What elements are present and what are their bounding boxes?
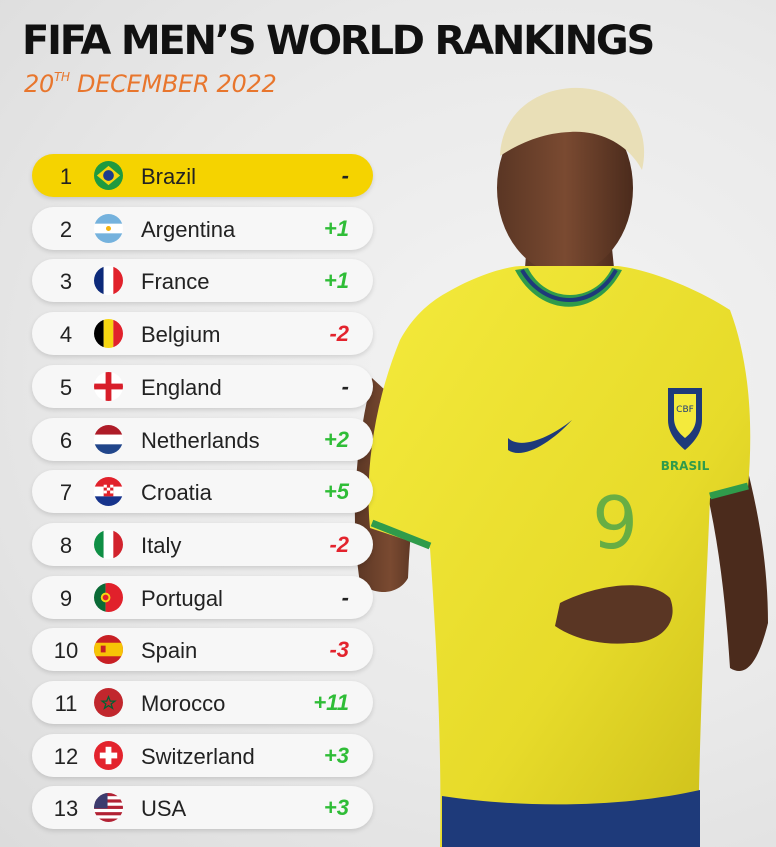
- rank-change: -2: [329, 321, 349, 347]
- ranking-row: 5 England -: [32, 364, 373, 408]
- ranking-row: 7 Croatia +5: [32, 470, 373, 514]
- netherlands-flag-icon: [94, 424, 123, 454]
- date-month-year: DECEMBER 2022: [69, 70, 277, 98]
- rank-number: 7: [59, 480, 73, 506]
- brand-swoosh-icon: [508, 420, 572, 454]
- date-ordinal-suffix: TH: [53, 70, 70, 84]
- argentina-flag-icon: [94, 213, 123, 243]
- country-name: Italy: [141, 532, 182, 558]
- italy-flag-icon: [94, 529, 123, 559]
- ranking-row: 1 Brazil -: [32, 154, 373, 197]
- rank-change: +3: [323, 742, 349, 768]
- country-name: Morocco: [141, 691, 226, 716]
- rank-change: -: [341, 373, 349, 399]
- ranking-row: 10 Spain -3: [32, 628, 373, 672]
- badge-text: CBF: [676, 405, 694, 415]
- ranking-row: 2 Argentina +1: [32, 206, 373, 250]
- rank-change: +1: [323, 268, 349, 294]
- france-flag-icon: [94, 266, 123, 296]
- rank-change: +1: [323, 215, 349, 241]
- rank-number: 4: [59, 322, 73, 348]
- rank-number: 10: [53, 638, 79, 664]
- rankings-list: 1 Brazil -2 Argentina +1 3 France +1 4 Belgium -2 5…: [32, 154, 373, 830]
- portugal-flag-icon: [94, 582, 123, 612]
- player-shorts: [442, 790, 700, 847]
- ranking-row: 12 Switzerland +3: [32, 733, 373, 777]
- spain-flag-icon: [94, 635, 123, 665]
- brand-text: BRASIL: [661, 459, 710, 473]
- ranking-row: 8 Italy -2: [32, 522, 373, 566]
- rank-number: 1: [59, 164, 73, 189]
- ranking-row: 11 Morocco +11: [32, 681, 373, 724]
- rank-change: -2: [329, 531, 349, 557]
- shirt-number: 9: [592, 481, 638, 565]
- switzerland-flag-icon: [94, 740, 123, 770]
- rank-number: 13: [53, 796, 79, 822]
- player-illustration: CBF BRASIL 9: [354, 87, 768, 847]
- country-name: Portugal: [141, 585, 223, 611]
- morocco-flag-icon: [94, 688, 123, 717]
- country-name: England: [141, 374, 222, 400]
- ranking-row: 13 USA +3: [32, 786, 373, 830]
- rank-change: +3: [323, 795, 349, 821]
- rank-number: 2: [59, 216, 73, 242]
- country-name: USA: [141, 796, 187, 822]
- rank-number: 5: [59, 374, 73, 400]
- cbf-crest-icon: CBF BRASIL: [661, 388, 710, 473]
- ranking-row: 9 Portugal -: [32, 575, 373, 619]
- player-hair: [500, 87, 645, 170]
- rank-change: +5: [323, 479, 349, 505]
- player-collar: [515, 268, 622, 307]
- rank-change: -: [341, 584, 349, 610]
- player-shirt: [368, 266, 751, 847]
- croatia-flag-icon: [94, 477, 123, 507]
- player-head: [497, 102, 633, 274]
- country-name: Netherlands: [141, 427, 260, 453]
- belgium-flag-icon: [94, 319, 123, 349]
- date-day: 20: [24, 70, 54, 98]
- rank-number: 8: [59, 532, 73, 558]
- rank-number: 11: [54, 691, 78, 716]
- ranking-row: 6 Netherlands +2: [32, 417, 373, 461]
- country-name: Spain: [141, 638, 198, 664]
- country-name: France: [141, 269, 210, 295]
- brazil-flag-icon: [94, 161, 123, 190]
- country-name: Switzerland: [141, 743, 255, 769]
- rank-change: +11: [313, 690, 349, 715]
- country-name: Croatia: [141, 480, 212, 506]
- rank-number: 9: [59, 585, 73, 611]
- rank-number: 3: [59, 269, 73, 295]
- rank-number: 12: [53, 743, 79, 769]
- rank-number: 6: [59, 427, 73, 453]
- country-name: Argentina: [141, 216, 236, 242]
- ranking-date: 20TH DECEMBER 2022: [24, 70, 277, 98]
- usa-flag-icon: [94, 793, 123, 823]
- ranking-row: 3 France +1: [32, 259, 373, 303]
- ranking-row: 4 Belgium -2: [32, 312, 373, 356]
- country-name: Belgium: [141, 322, 221, 348]
- rank-change: +2: [323, 426, 349, 452]
- rank-change: -: [341, 163, 349, 188]
- page-title: FIFA MEN’S WORLD RANKINGS: [22, 18, 655, 64]
- player-hand: [555, 585, 673, 644]
- country-name: Brazil: [141, 164, 197, 189]
- rank-change: -3: [329, 637, 349, 663]
- england-flag-icon: [94, 371, 123, 401]
